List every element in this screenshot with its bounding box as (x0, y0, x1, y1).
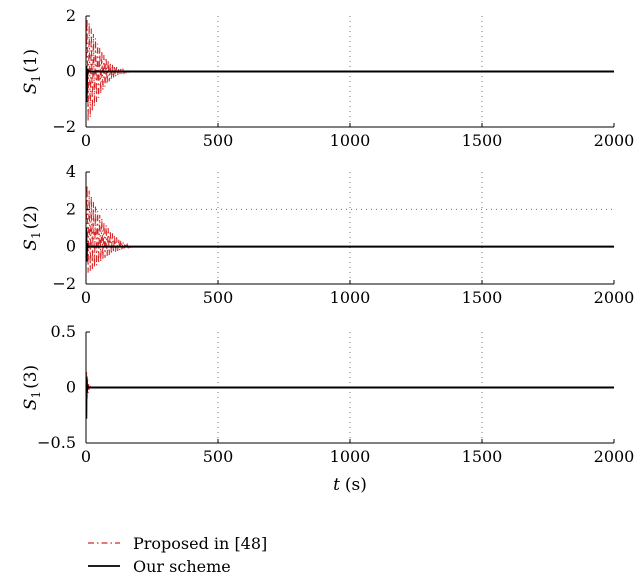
y-tick-label: 2 (66, 6, 76, 25)
y-axis-label: S1(1) (21, 49, 43, 94)
y-tick-label: 0 (66, 237, 76, 256)
x-tick-label: 0 (81, 131, 91, 150)
panel-3: 0 500 1000 1500 2000 0.5 0 −0.5 S1(3) t (s) (21, 322, 634, 495)
y-tick-label: 2 (66, 199, 76, 218)
y-tick-label: −2 (52, 117, 76, 136)
y-axis-label: S1(3) (21, 365, 43, 410)
x-tick-label: 2000 (594, 131, 635, 150)
x-tick-label: 500 (203, 447, 234, 466)
panel-1: 0 500 1000 1500 2000 2 0 −2 S1(1) (21, 6, 634, 150)
x-tick-label: 1500 (462, 288, 503, 307)
y-tick-label: 0 (66, 378, 76, 397)
x-tick-label: 1000 (330, 131, 371, 150)
panel-2: 0 500 1000 1500 2000 4 2 0 −2 S1(2) (21, 162, 634, 307)
y-tick-label: 0.5 (51, 322, 76, 341)
legend: Proposed in [48] Our scheme (88, 534, 267, 576)
y-axis-label: S1(2) (21, 205, 43, 250)
x-axis-label: t (s) (333, 475, 367, 495)
x-tick-label: 500 (203, 288, 234, 307)
y-tick-label: −2 (52, 274, 76, 293)
series-group (86, 185, 614, 273)
x-tick-label: 0 (81, 447, 91, 466)
series-group (86, 372, 614, 419)
series-line-proposed-48 (86, 185, 614, 273)
x-tick-label: 500 (203, 131, 234, 150)
y-tick-label: 4 (66, 162, 76, 181)
series-line-our-scheme (86, 228, 614, 262)
x-tick-label: 1000 (330, 447, 371, 466)
x-tick-label: 1500 (462, 131, 503, 150)
x-tick-label: 2000 (594, 447, 635, 466)
x-tick-label: 1500 (462, 447, 503, 466)
y-tick-label: 0 (66, 62, 76, 81)
legend-label-proposed: Proposed in [48] (133, 534, 267, 553)
legend-label-ours: Our scheme (133, 557, 231, 576)
x-tick-label: 1000 (330, 288, 371, 307)
x-tick-label: 2000 (594, 288, 635, 307)
y-tick-label: −0.5 (37, 433, 76, 452)
x-tick-label: 0 (81, 288, 91, 307)
series-line-proposed-48 (86, 372, 614, 399)
